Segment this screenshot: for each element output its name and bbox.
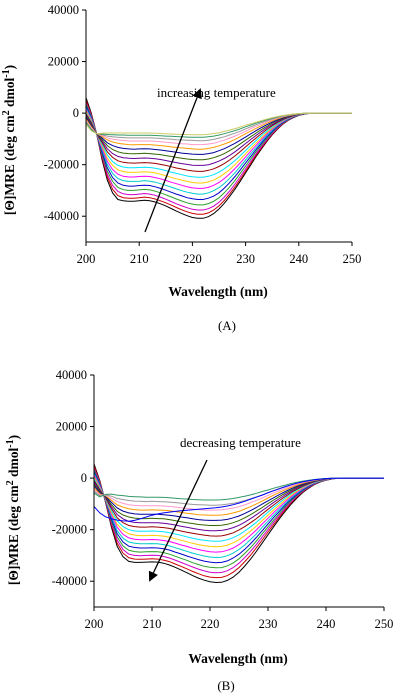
x-tick-label: 230 (259, 617, 278, 631)
annotation-label: decreasing temperature (180, 435, 301, 450)
x-tick-label: 210 (130, 252, 149, 266)
series-line-15 (85, 112, 352, 142)
series-line-13 (85, 112, 352, 150)
annotation-arrow (144, 88, 202, 233)
series-line-17 (93, 477, 384, 522)
x-tick-label: 220 (183, 252, 202, 266)
x-tick-label: 240 (317, 617, 336, 631)
panel-b: [Θ]MRE (deg cm2 dmol-1) Wavelength (nm) … (5, 368, 393, 693)
series-line-12 (93, 477, 384, 521)
y-tick-label: -40000 (44, 209, 79, 223)
x-tick-label: 210 (143, 617, 162, 631)
series-line-12 (85, 112, 352, 155)
annotation-label: increasing temperature (157, 85, 276, 100)
x-tick-label: 250 (343, 252, 362, 266)
x-tick-label: 230 (236, 252, 255, 266)
y-tick-label: -40000 (52, 574, 87, 588)
series-line-9 (85, 112, 352, 172)
series-line-17 (85, 112, 352, 136)
series-line-4 (85, 105, 352, 200)
y-axis-title: [Θ]MRE (deg cm2 dmol-1) (1, 65, 17, 215)
panel-label: (A) (218, 318, 236, 333)
series-line-10 (93, 477, 384, 532)
series-line-3 (85, 103, 352, 206)
x-tick-label: 220 (201, 617, 220, 631)
series-line-10 (85, 112, 352, 166)
y-tick-label: 20000 (56, 420, 87, 434)
y-tick-label: -20000 (52, 523, 87, 537)
y-tick-label: -20000 (44, 158, 79, 172)
series-line-14 (93, 477, 384, 511)
y-tick-label: 20000 (48, 55, 79, 69)
series-line-1 (93, 465, 384, 579)
x-axis-title: Wavelength (nm) (188, 651, 287, 666)
y-axis-title: [Θ]MRE (deg cm2 dmol-1) (5, 435, 21, 585)
x-tick-label: 250 (375, 617, 394, 631)
series-line-16 (93, 477, 384, 501)
series-line-8 (85, 112, 352, 178)
series-line-11 (85, 112, 352, 161)
x-axis-title: Wavelength (nm) (168, 284, 267, 299)
annotation-arrow (148, 459, 208, 582)
series-line-16 (85, 112, 352, 138)
series-line-14 (85, 112, 352, 146)
series-line-15 (93, 477, 384, 506)
y-tick-label: 0 (81, 471, 87, 485)
x-tick-label: 240 (289, 252, 308, 266)
series-line-0 (93, 463, 384, 584)
y-tick-label: 40000 (48, 3, 79, 17)
panel-label: (B) (217, 678, 234, 693)
y-tick-label: 0 (73, 106, 79, 120)
x-tick-label: 200 (77, 252, 96, 266)
panel-a: [Θ]MRE (deg cm2 dmol-1) Wavelength (nm) … (1, 3, 361, 333)
x-tick-label: 200 (85, 617, 104, 631)
y-tick-label: 40000 (56, 368, 87, 382)
